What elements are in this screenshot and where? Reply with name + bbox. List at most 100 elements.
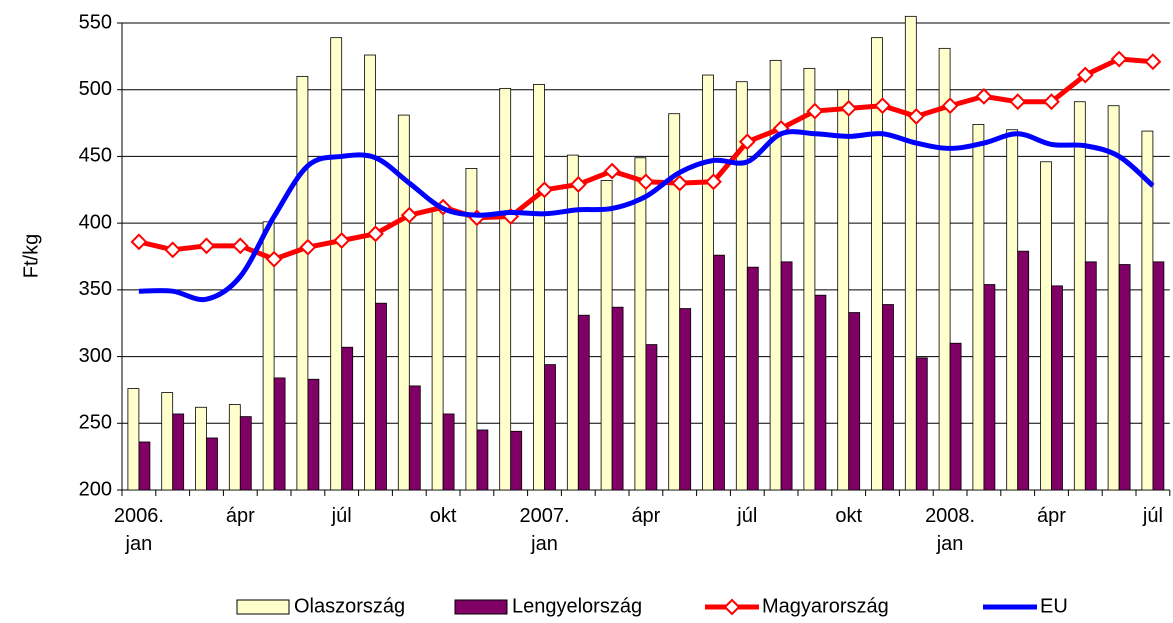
bar <box>645 344 658 491</box>
bar <box>1006 129 1019 491</box>
marker <box>840 99 858 117</box>
marker <box>941 97 959 115</box>
marker <box>130 233 148 251</box>
marker <box>231 237 249 255</box>
marker <box>164 241 182 259</box>
bar <box>668 113 681 491</box>
marker <box>1043 93 1060 111</box>
bar <box>1084 261 1097 491</box>
marker <box>569 176 587 193</box>
bar <box>837 89 850 491</box>
bar <box>882 304 894 491</box>
legend-label: Lengyelország <box>512 595 642 617</box>
marker <box>874 97 891 115</box>
bar <box>1073 101 1086 491</box>
y-tick-label: 350 <box>79 278 112 300</box>
bar <box>499 87 512 491</box>
marker <box>637 173 655 191</box>
marker <box>806 102 824 120</box>
bar <box>206 437 218 491</box>
marker <box>907 107 925 125</box>
bar <box>972 124 985 491</box>
x-tick-label: ápr <box>1037 505 1066 527</box>
line <box>138 129 1155 303</box>
bar <box>544 364 556 491</box>
bar <box>1040 161 1052 491</box>
bar <box>702 74 714 491</box>
bar <box>195 406 207 491</box>
marker <box>1009 93 1027 111</box>
legend-swatch <box>236 599 290 615</box>
marker <box>299 238 317 256</box>
marker <box>198 237 215 255</box>
legend-marker <box>723 598 741 616</box>
bar <box>397 114 410 491</box>
bar <box>803 67 816 491</box>
x-tick-label: 2007. jan <box>519 505 570 555</box>
marker <box>671 174 689 192</box>
bar <box>679 308 692 491</box>
marker <box>1144 53 1162 71</box>
bar <box>510 430 523 491</box>
bar <box>172 413 185 491</box>
bar <box>476 429 489 491</box>
marker <box>367 225 384 243</box>
marker <box>536 181 553 199</box>
bar <box>228 404 241 491</box>
bar <box>161 392 174 491</box>
x-tick-label: 2008. jan <box>925 505 976 555</box>
bar <box>296 75 309 491</box>
bar <box>341 346 354 491</box>
x-tick-label: júl <box>331 505 352 527</box>
marker <box>265 250 283 268</box>
bar <box>1118 264 1131 491</box>
marker <box>603 162 621 180</box>
bar <box>915 357 928 491</box>
y-tick-label: 200 <box>79 478 112 500</box>
marker <box>975 87 993 105</box>
bar <box>364 54 376 491</box>
bar <box>1152 261 1165 491</box>
bar <box>127 388 140 491</box>
marker <box>1076 66 1094 84</box>
marker <box>1110 50 1128 68</box>
bar <box>533 83 545 491</box>
y-tick-label: 400 <box>79 211 112 233</box>
x-tick-label: júl <box>1142 505 1163 527</box>
bar <box>408 385 421 491</box>
bar <box>1017 250 1030 491</box>
marker <box>333 232 351 249</box>
y-tick-label: 250 <box>79 412 112 434</box>
y-tick-label: 550 <box>79 11 112 33</box>
x-tick-label: júl <box>737 505 758 527</box>
bar <box>634 157 647 491</box>
bar <box>1051 285 1063 491</box>
bar <box>949 342 962 491</box>
bar <box>713 254 725 491</box>
bar <box>307 378 320 491</box>
bar <box>904 15 917 491</box>
y-tick-label: 300 <box>79 345 112 367</box>
x-tick-label: 2006. jan <box>113 505 164 555</box>
bar <box>138 441 151 491</box>
bar <box>814 294 827 491</box>
y-axis-label: Ft/kg <box>20 234 42 278</box>
y-tick-label: 450 <box>79 145 112 167</box>
bar <box>566 154 579 491</box>
x-tick-label: ápr <box>225 505 255 527</box>
bar <box>375 302 387 491</box>
x-tick-label: ápr <box>631 505 661 527</box>
marker <box>705 173 722 191</box>
bar <box>746 266 759 491</box>
marker <box>738 133 756 151</box>
bar <box>600 180 613 491</box>
x-tick-label: okt <box>835 505 863 527</box>
bar <box>1107 105 1120 491</box>
y-tick-label: 500 <box>79 78 112 100</box>
legend-swatch <box>454 599 508 615</box>
bar <box>442 413 455 491</box>
bar <box>577 314 590 491</box>
bar <box>983 284 996 491</box>
bar <box>871 37 883 491</box>
legend-label: EU <box>1040 595 1068 617</box>
